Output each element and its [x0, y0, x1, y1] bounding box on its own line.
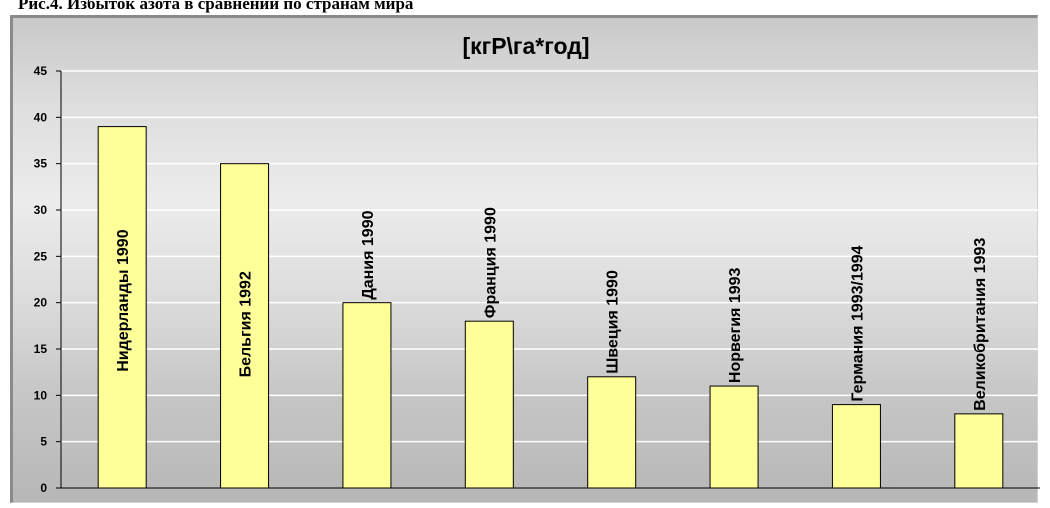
- y-tick-label: 20: [34, 296, 48, 310]
- bar: [220, 163, 270, 489]
- bar: [464, 320, 514, 489]
- bar-label: Нидерланды 1990: [115, 229, 132, 372]
- y-tick-label: 10: [34, 388, 48, 402]
- bar: [954, 413, 1004, 489]
- y-tick-label: 45: [34, 64, 48, 78]
- bar-label: Швеция 1990: [605, 270, 622, 374]
- bar-labels: Нидерланды 1990 Бельгия 1992 Дания 1990 Фра…: [115, 207, 989, 411]
- axes: [56, 70, 1040, 489]
- y-tick-label: 15: [34, 342, 48, 356]
- bar-label: Франция 1990: [482, 207, 499, 318]
- bar: [831, 404, 881, 489]
- bar-label: Норвегия 1993: [727, 267, 744, 383]
- bar-label: Великобритания 1993: [972, 238, 989, 411]
- y-tick-label: 30: [34, 203, 48, 217]
- bar: [587, 376, 637, 489]
- bar-label: Бельгия 1992: [238, 271, 255, 377]
- y-tick-label: 35: [34, 157, 48, 171]
- y-tick-label: 0: [40, 481, 47, 495]
- y-tick-label: 5: [40, 435, 47, 449]
- bar: [97, 126, 147, 489]
- bar: [342, 302, 392, 489]
- figure-caption: Рис.4. Избыток азота в сравнении по стра…: [18, 0, 414, 13]
- bars: [97, 126, 1004, 489]
- bar-label: Дания 1990: [360, 210, 377, 299]
- bar: [709, 385, 759, 489]
- y-tick-label: 25: [34, 249, 48, 263]
- y-tick-label: 40: [34, 110, 48, 124]
- chart-title: [кгР\га*год]: [462, 33, 589, 59]
- bar-label: Германия 1993/1994: [849, 245, 866, 401]
- y-tick-labels: 0 5 10 15 20 25 30 35 40 45: [34, 64, 48, 495]
- gridlines: [61, 70, 1040, 443]
